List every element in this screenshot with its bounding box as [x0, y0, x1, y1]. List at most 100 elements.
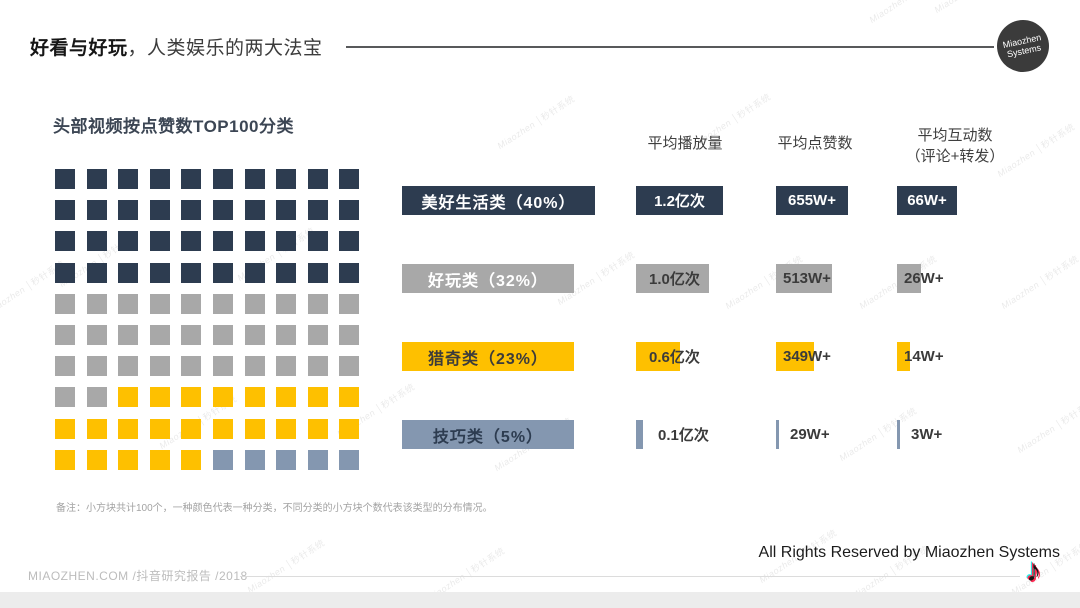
footnote: 备注：小方块共计100个，一种颜色代表一种分类，不同分类的小方块个数代表该类型的… [56, 503, 493, 514]
waffle-square [149, 387, 170, 408]
waffle-square [55, 262, 75, 283]
category-label-bar-3: 猎奇类（23%） [402, 342, 574, 371]
waffle-square [244, 324, 265, 345]
waffle-square [149, 169, 170, 189]
value-bar [897, 420, 900, 449]
waffle-square [55, 418, 75, 439]
waffle-square [307, 200, 328, 221]
waffle-square [212, 169, 233, 189]
waffle-square [86, 356, 107, 377]
waffle-square [55, 169, 75, 189]
value-bar [897, 342, 910, 371]
waffle-square [55, 387, 75, 408]
value-text: 0.1亿次 [658, 427, 709, 444]
value-text: 1.0亿次 [649, 271, 700, 288]
waffle-square [181, 356, 202, 377]
page-title-bold: 好看与好玩 [30, 38, 128, 59]
value-text: 3W+ [911, 426, 943, 443]
watermark-text: Miaozhen│秒针系统 [495, 93, 577, 152]
waffle-square [86, 200, 107, 221]
waffle-square [86, 418, 107, 439]
waffle-square [244, 262, 265, 283]
value-bar [636, 420, 643, 449]
value-bar [636, 342, 680, 371]
metric-header-plays: 平均播放量 [647, 135, 723, 152]
waffle-square [181, 387, 202, 408]
waffle-square [244, 293, 265, 314]
waffle-square [244, 356, 265, 377]
waffle-square [276, 324, 297, 345]
page-title: 好看与好玩，人类娱乐的两大法宝 [30, 33, 323, 60]
waffle-square [339, 387, 360, 408]
waffle-square [339, 200, 360, 221]
value-text: 26W+ [904, 270, 944, 287]
waffle-square [86, 293, 107, 314]
value-text: 29W+ [790, 426, 830, 443]
watermark-text: Miaozhen│秒针系统 [245, 537, 327, 596]
chart-title: 头部视频按点赞数TOP100分类 [53, 117, 295, 136]
waffle-square [55, 449, 75, 470]
waffle-square [339, 324, 360, 345]
waffle-square [86, 231, 107, 252]
waffle-square [212, 449, 233, 470]
waffle-square [339, 262, 360, 283]
waffle-square [212, 293, 233, 314]
waffle-square [244, 200, 265, 221]
waffle-square [339, 356, 360, 377]
waffle-square [149, 449, 170, 470]
waffle-square [212, 324, 233, 345]
footer-source: MIAOZHEN.COM /抖音研究报告 /2018 [28, 569, 248, 583]
waffle-square [149, 293, 170, 314]
waffle-square [181, 231, 202, 252]
metric-header-interactions: 平均互动数 （评论+转发） [905, 127, 1005, 165]
waffle-square [244, 231, 265, 252]
waffle-square [86, 449, 107, 470]
waffle-square [307, 356, 328, 377]
waffle-chart [55, 169, 360, 470]
waffle-square [307, 418, 328, 439]
waffle-square [339, 449, 360, 470]
category-label-text: 猎奇类（23%） [427, 350, 549, 368]
waffle-square [244, 418, 265, 439]
value-text: 349W+ [783, 348, 831, 365]
waffle-square [212, 418, 233, 439]
tiktok-icon: ♪ [1026, 553, 1042, 588]
category-label-text: 技巧类（5%） [432, 428, 544, 446]
waffle-square [118, 324, 139, 345]
metric-header-likes: 平均点赞数 [777, 135, 853, 152]
waffle-square [181, 169, 202, 189]
waffle-square [149, 262, 170, 283]
waffle-square [307, 293, 328, 314]
waffle-square [276, 262, 297, 283]
waffle-square [276, 231, 297, 252]
waffle-square [181, 262, 202, 283]
waffle-square [118, 231, 139, 252]
waffle-square [244, 449, 265, 470]
waffle-square [212, 231, 233, 252]
waffle-square [212, 356, 233, 377]
waffle-square [307, 449, 328, 470]
waffle-square [118, 200, 139, 221]
waffle-square [276, 418, 297, 439]
category-label-bar-4: 技巧类（5%） [402, 420, 574, 449]
waffle-square [307, 324, 328, 345]
value-text: 513W+ [783, 270, 831, 287]
value-bar [776, 186, 848, 215]
value-text: 66W+ [907, 192, 947, 209]
value-text: 1.2亿次 [654, 193, 705, 210]
bottom-band [0, 592, 1080, 608]
footer-rule [240, 576, 1020, 577]
waffle-square [244, 169, 265, 189]
waffle-square [212, 200, 233, 221]
waffle-square [118, 293, 139, 314]
waffle-square [212, 262, 233, 283]
waffle-square [339, 231, 360, 252]
copyright-text: All Rights Reserved by Miaozhen Systems [758, 544, 1060, 561]
category-label-text: 美好生活类（40%） [421, 194, 576, 212]
watermark-text: Miaozhen│秒针系统 [837, 406, 919, 464]
waffle-square [181, 324, 202, 345]
waffle-square [55, 231, 75, 252]
value-bar [776, 264, 832, 293]
waffle-square [118, 356, 139, 377]
waffle-square [307, 231, 328, 252]
